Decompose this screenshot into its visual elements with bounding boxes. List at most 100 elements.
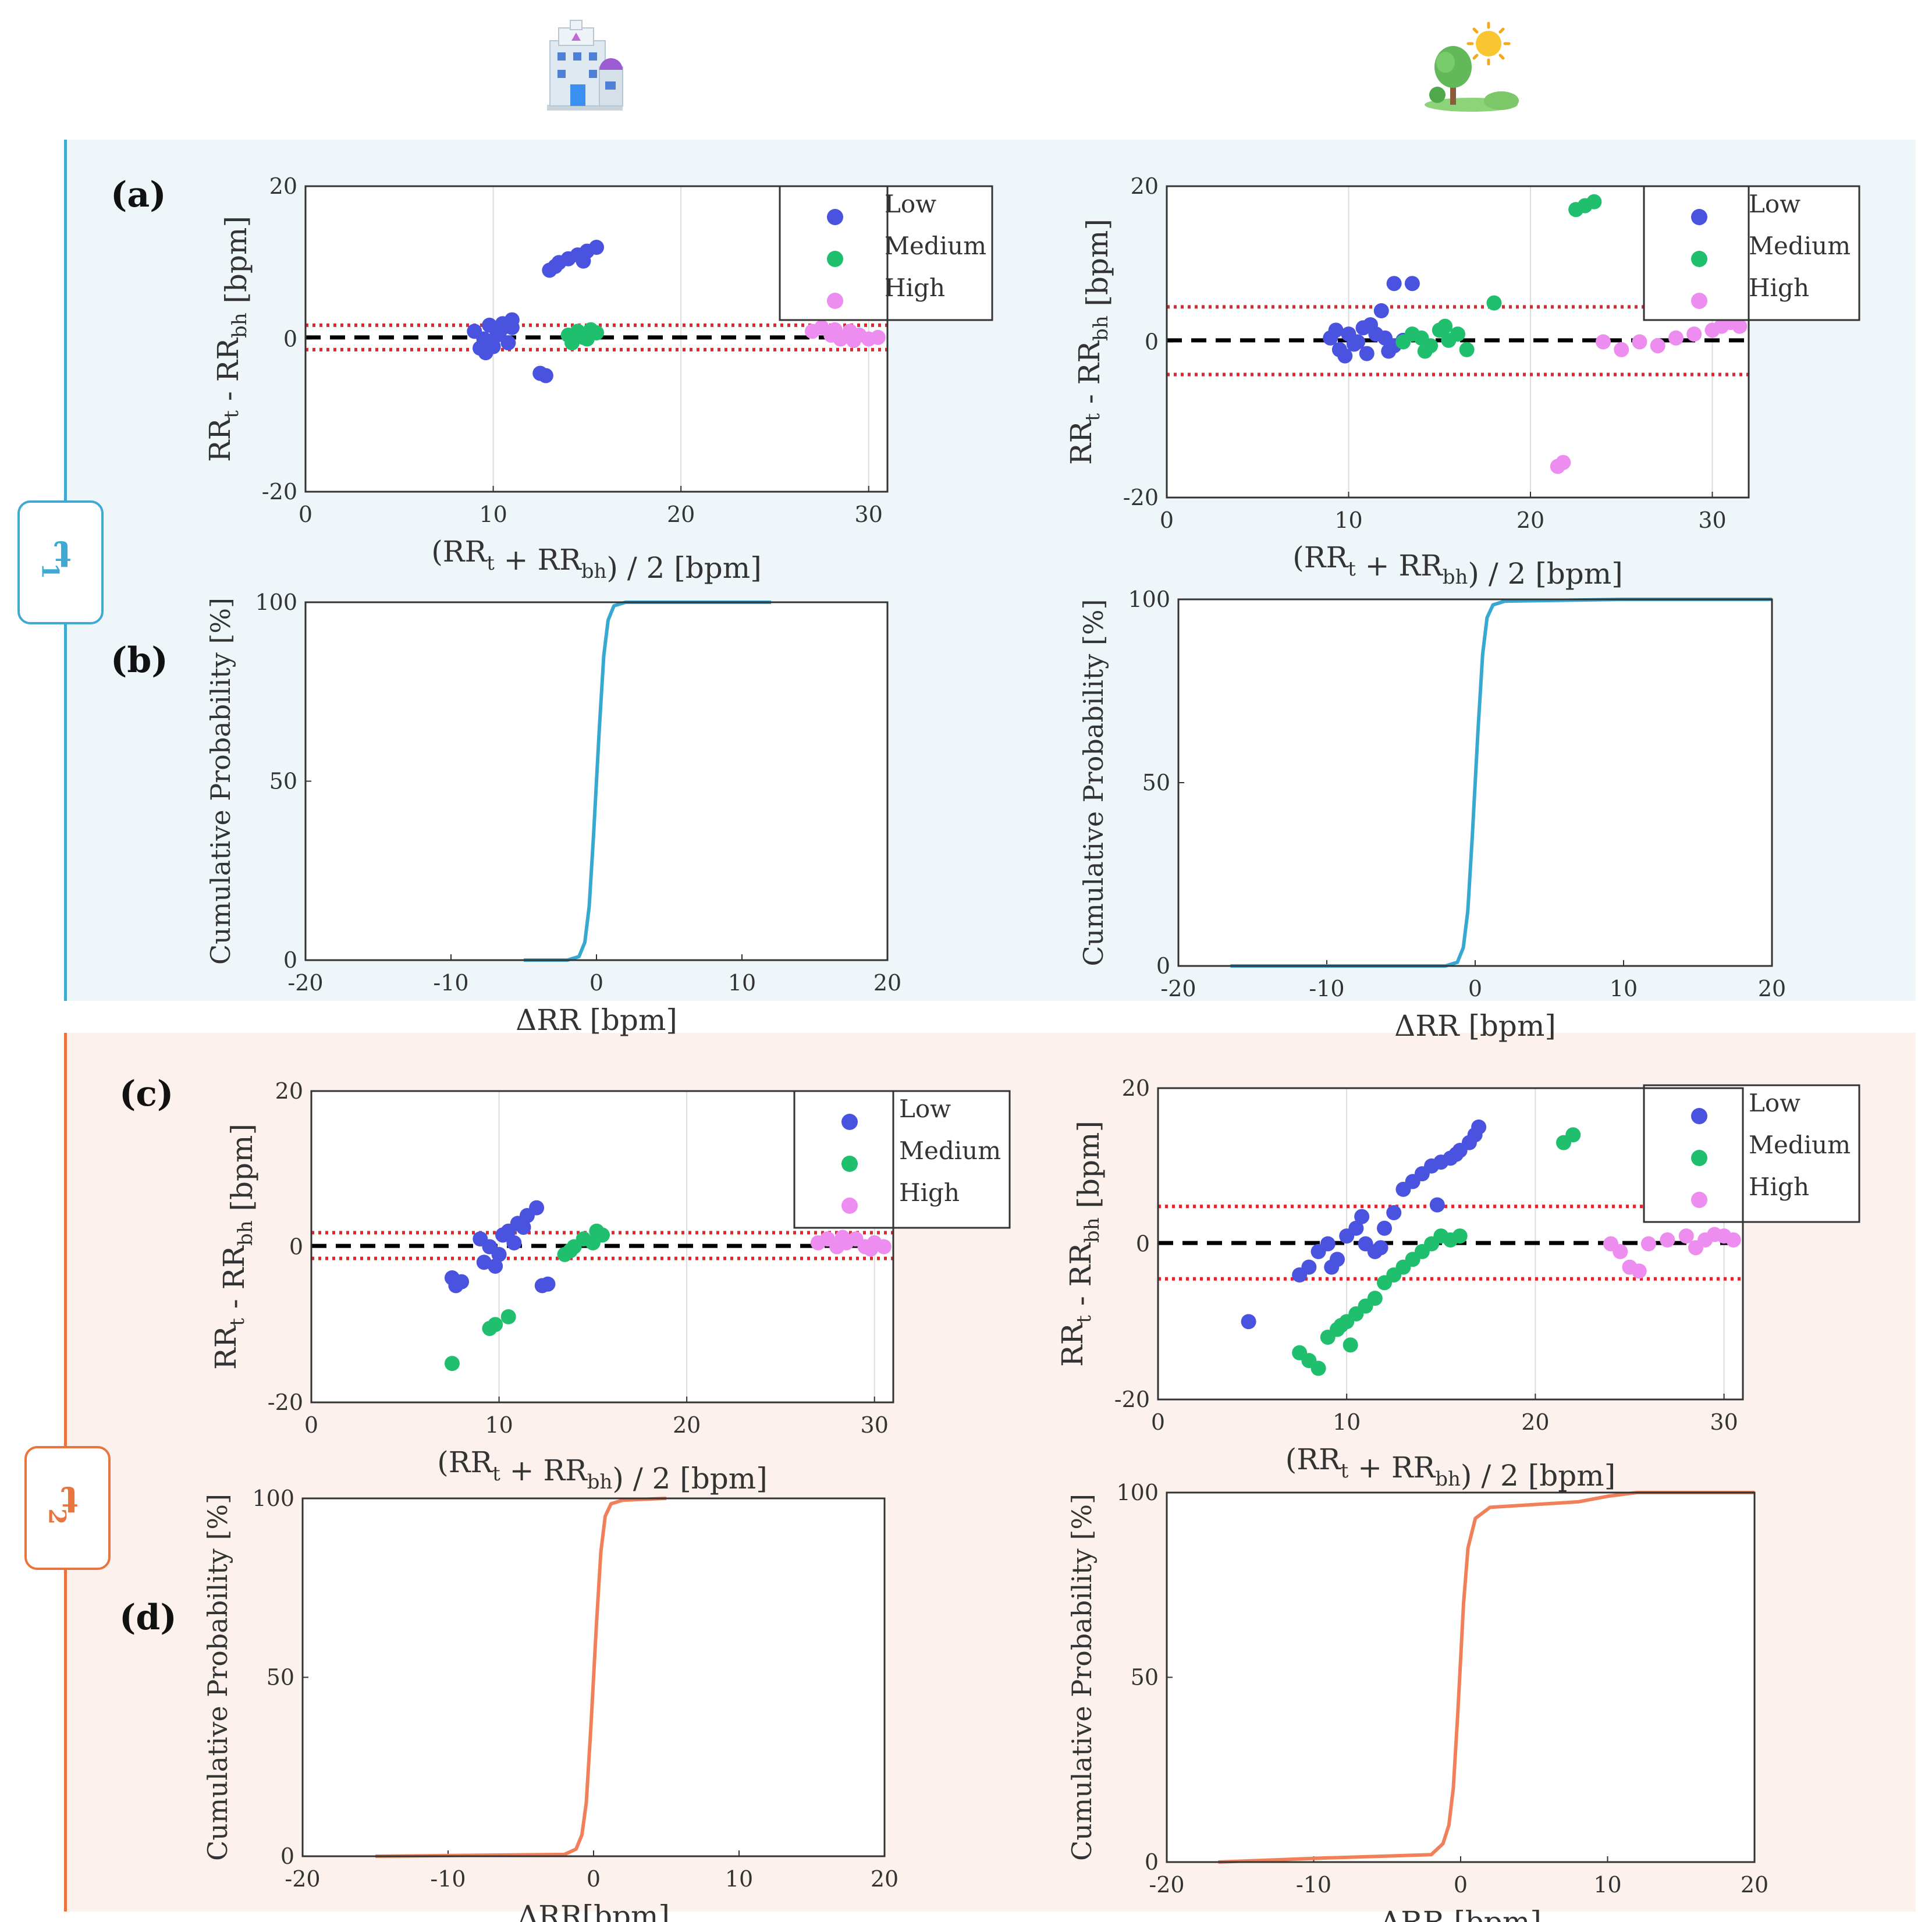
data-point-low [1429,1197,1445,1213]
data-point-low [1377,1220,1393,1236]
data-point-high [1632,334,1647,350]
axes-frame [304,185,889,493]
x-tick-label: 0 [299,502,312,527]
y-tick-label: 20 [1122,1075,1150,1101]
x-tick-label: 20 [673,1412,701,1438]
data-point-high [1614,342,1629,357]
x-tick-label: 20 [871,1866,898,1892]
legend-marker-high [1691,1192,1707,1208]
data-point-high [1688,1240,1703,1256]
data-point-medium [1565,1127,1581,1143]
data-point-low [1354,1209,1370,1224]
data-point-medium [1450,326,1465,342]
legend-label-low: Low [1749,190,1800,218]
x-tick-label: 0 [1151,1409,1165,1435]
cdf-line [1230,598,1772,968]
data-point-medium [1452,1228,1468,1244]
data-point-low [1373,303,1389,318]
legend-label-medium: Medium [1749,232,1851,260]
x-tick-label: 20 [1758,976,1786,1001]
y-tick-label: 0 [1156,953,1170,979]
y-tick-label: 20 [275,1078,303,1104]
data-point-high [1707,1227,1723,1242]
axes-frame [1166,185,1750,499]
legend-marker-medium [1691,1150,1707,1166]
x-tick-label: -10 [1309,976,1344,1001]
data-point-low [1320,1236,1336,1252]
axes-frame [301,1497,886,1857]
cdf-line [1218,1491,1755,1864]
legend-box [793,1090,1011,1229]
x-axis-label: (RRt + RRbh) / 2 [bpm] [431,535,761,585]
x-tick-label: 20 [1521,1409,1549,1435]
hospital-icon [547,20,623,111]
y-axis-label: Cumulative Probability [%] [1066,1494,1098,1861]
legend-label-high: High [885,273,945,302]
x-tick-label: 10 [485,1412,513,1438]
data-point-low [488,1258,503,1274]
legend-label-low: Low [1749,1089,1800,1117]
data-point-low [540,1276,556,1292]
y-tick-label: 0 [1145,1849,1159,1875]
data-point-low [548,258,563,274]
x-tick-label: 0 [304,1412,318,1438]
y-tick-label: 0 [283,947,297,973]
y-tick-label: 0 [1136,1231,1150,1257]
x-tick-label: 10 [1610,976,1638,1001]
y-tick-label: 0 [280,1843,294,1869]
data-point-low [589,240,604,255]
section-t1-letter: t [54,532,72,577]
data-point-medium [1417,343,1433,359]
legend-marker-medium [1691,251,1707,267]
axes-frame [1166,1491,1756,1863]
data-point-low [1404,276,1420,292]
legend-box [1643,1084,1860,1223]
data-point-medium [1343,1337,1358,1353]
y-tick-label: 100 [1116,1480,1159,1505]
y-tick-label: 50 [269,769,297,794]
legend-label-medium: Medium [1749,1131,1851,1159]
section-t1-badge: t1 [17,500,104,624]
x-tick-label: 10 [1333,1409,1361,1435]
x-tick-label: 20 [1741,1872,1768,1898]
data-point-low [1346,336,1362,352]
x-tick-label: 0 [1454,1872,1468,1898]
y-tick-label: 50 [1142,770,1170,795]
data-point-low [504,312,520,328]
data-point-medium [1459,342,1475,357]
data-point-low [478,345,493,361]
data-point-low [1386,276,1402,292]
data-point-high [1725,1232,1741,1248]
legend-marker-high [827,293,843,309]
data-point-high [1686,326,1702,342]
data-point-high [1732,318,1748,334]
legend-marker-low [841,1114,858,1130]
y-tick-label: -20 [1114,1387,1150,1412]
legend-marker-low [827,209,843,225]
legend-marker-high [1691,293,1707,309]
x-tick-label: 20 [1517,507,1544,533]
data-point-low [1373,1240,1388,1256]
data-point-low [493,322,509,337]
data-point-low [495,1227,511,1243]
y-tick-label: 100 [252,1486,294,1511]
y-tick-label: 20 [1131,173,1159,199]
x-tick-label: 30 [855,502,883,527]
legend-marker-low [1691,209,1707,225]
x-axis-label: ΔRR[bpm] [517,1899,670,1922]
data-point-high [846,333,861,349]
chart-b-left: -20 -10 0 10 20 0 50 100 ΔRR [bpm] Cumulative Pro… [205,589,901,1037]
x-tick-label: 10 [1593,1872,1621,1898]
legend-box [779,185,993,321]
section-t2-badge: t2 [24,1446,111,1570]
data-point-high [1596,334,1611,350]
x-tick-label: 0 [1160,507,1174,533]
data-point-high [1555,454,1571,470]
outdoor-tree-sun-icon [1425,22,1519,112]
data-point-low [1359,346,1375,361]
legend-marker-medium [841,1156,858,1172]
axes-frame [304,601,889,961]
